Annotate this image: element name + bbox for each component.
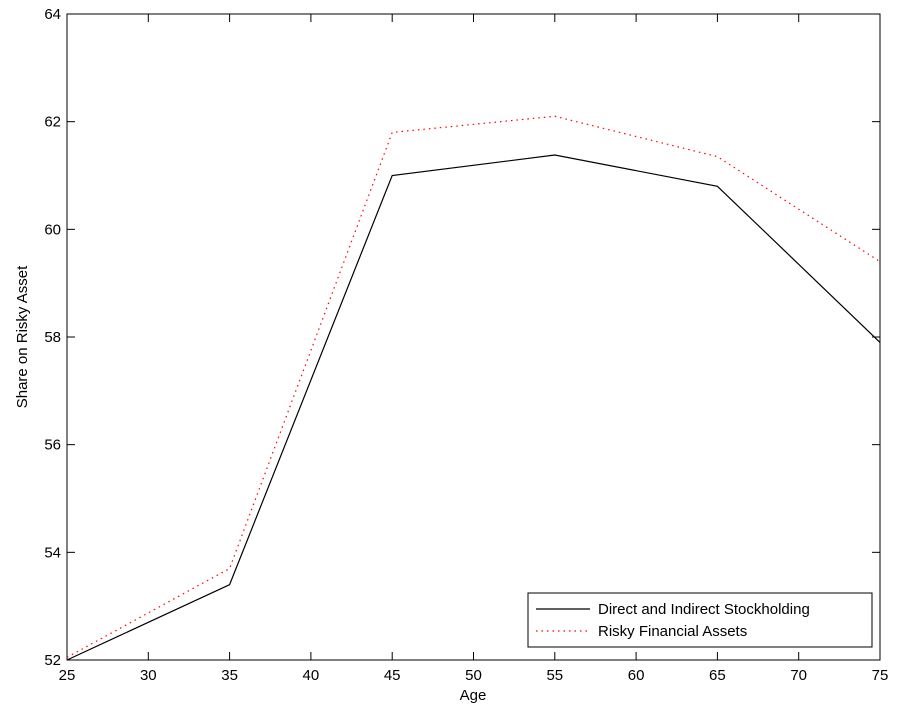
x-tick-label: 30 [140,667,157,684]
plot-frame [66,13,881,661]
y-tick-label: 52 [44,652,61,669]
x-tick-label: 55 [546,667,563,684]
x-tick-label: 75 [872,667,889,684]
series-line [66,154,881,661]
series-line [66,115,881,658]
x-axis-label: Age [460,687,487,704]
x-tick-label: 25 [59,667,76,684]
x-tick-label: 70 [790,667,807,684]
y-axis-label: Share on Risky Asset [14,265,31,408]
x-tick-label: 45 [384,667,401,684]
legend-label: Risky Financial Assets [598,623,747,640]
x-tick-label: 50 [465,667,482,684]
y-tick-label: 60 [44,221,61,238]
x-tick-label: 40 [303,667,320,684]
x-tick-label: 65 [709,667,726,684]
x-tick-label: 35 [221,667,238,684]
x-tick-label: 60 [628,667,645,684]
legend-label: Direct and Indirect Stockholding [598,601,810,618]
y-tick-label: 62 [44,114,61,131]
y-tick-label: 54 [44,544,61,561]
y-tick-label: 56 [44,437,61,454]
y-tick-label: 64 [44,6,61,23]
y-tick-label: 58 [44,329,61,346]
legend-box [527,592,873,648]
